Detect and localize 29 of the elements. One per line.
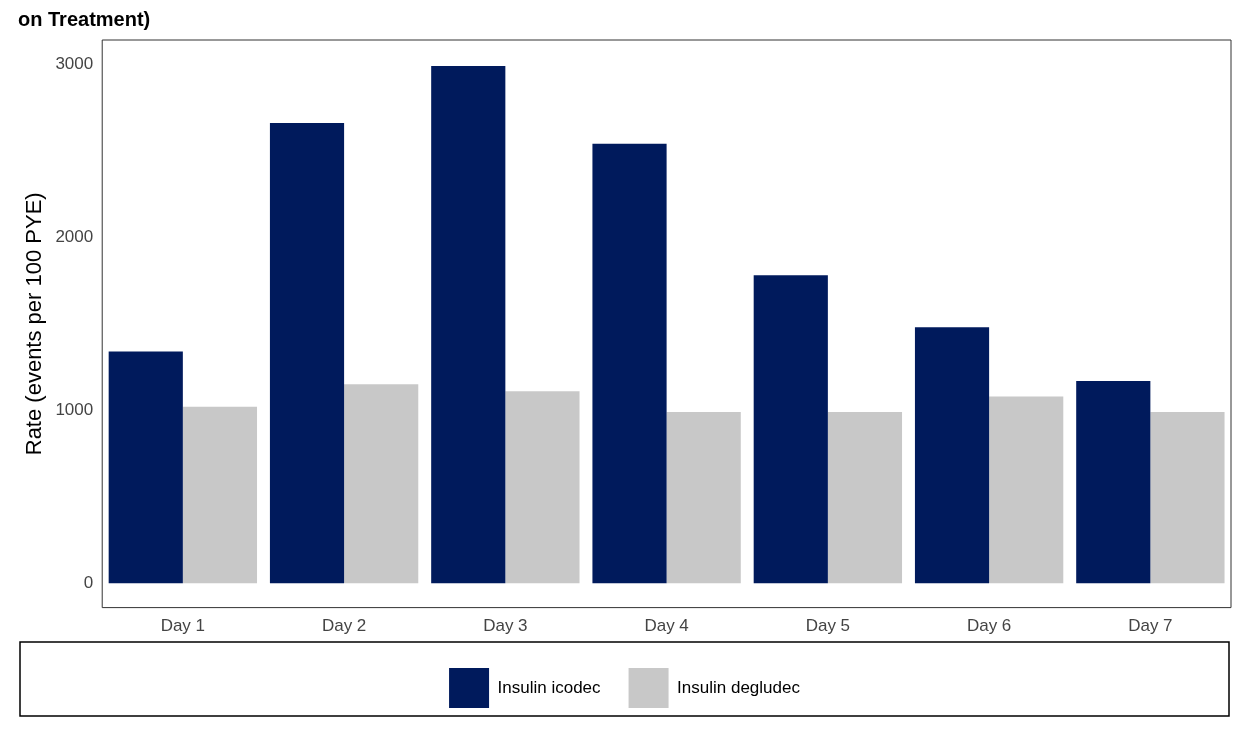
- x-tick-label: Day 6: [966, 616, 1012, 636]
- y-tick-label: 2000: [55, 226, 94, 246]
- bar: [1076, 380, 1151, 584]
- bar: [344, 384, 419, 584]
- bar: [431, 65, 506, 584]
- bar: [914, 327, 990, 584]
- legend-label: Insulin icodec: [497, 677, 602, 697]
- x-tick-label: Day 7: [1128, 616, 1173, 636]
- y-tick-label: 3000: [55, 53, 94, 73]
- bar: [269, 123, 345, 584]
- x-tick-label: Day 5: [805, 616, 851, 636]
- bar: [592, 143, 667, 584]
- y-tick-label: 1000: [55, 400, 94, 420]
- chart-title: on Treatment): [18, 7, 151, 30]
- bar: [753, 275, 828, 584]
- bar: [827, 412, 903, 584]
- bar: [505, 391, 580, 584]
- bar: [1150, 412, 1225, 584]
- y-axis-title: Rate (events per 100 PYE): [21, 192, 47, 456]
- x-tick-label: Day 2: [321, 616, 367, 636]
- legend-label: Insulin degludec: [677, 677, 801, 697]
- x-tick-label: Day 4: [644, 616, 689, 636]
- bar: [989, 396, 1064, 584]
- bar: [666, 412, 741, 584]
- bar: [182, 406, 258, 584]
- x-tick-label: Day 3: [483, 616, 528, 636]
- x-tick-label: Day 1: [160, 616, 206, 636]
- bar: [108, 351, 183, 584]
- y-tick-label: 0: [83, 573, 94, 593]
